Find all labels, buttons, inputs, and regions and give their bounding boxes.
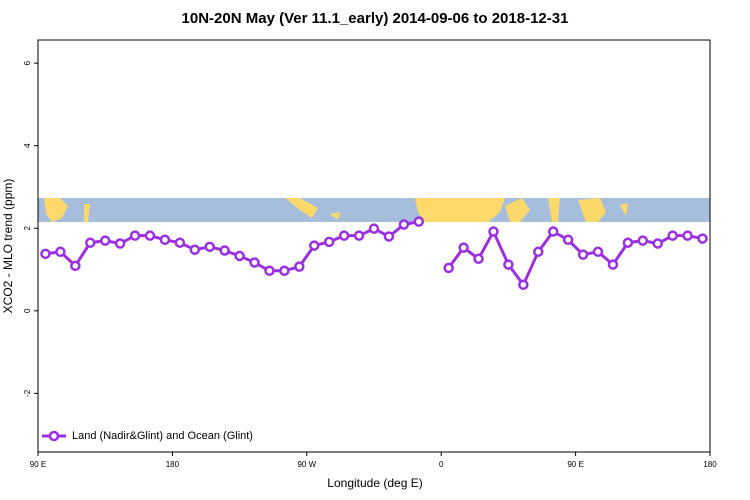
data-point — [279, 265, 290, 277]
data-point — [219, 245, 230, 256]
data-point — [592, 246, 604, 258]
data-point — [413, 216, 425, 227]
data-point — [488, 226, 499, 237]
data-line — [45, 220, 420, 273]
data-point — [338, 230, 350, 241]
data-point — [503, 259, 514, 270]
data-point — [697, 233, 708, 244]
legend-label: Land (Nadir&Glint) and Ocean (Glint) — [72, 430, 253, 442]
data-point — [577, 249, 589, 260]
data-point — [562, 234, 574, 246]
data-point — [249, 257, 260, 268]
y-tick-label: 4 — [23, 143, 32, 148]
data-point — [383, 231, 395, 242]
data-point — [667, 230, 678, 241]
data-point — [518, 279, 529, 291]
y-tick-label: 0 — [23, 308, 32, 313]
data-point — [547, 226, 559, 237]
data-point — [473, 253, 484, 265]
data-point — [189, 244, 201, 255]
x-tick-label: 180 — [703, 460, 717, 469]
data-point — [294, 261, 305, 272]
data-point — [622, 237, 634, 248]
data-point — [264, 265, 275, 277]
data-point — [398, 219, 410, 230]
x-tick-label: 90 E — [567, 460, 583, 469]
data-point — [533, 246, 544, 258]
data-point — [99, 235, 111, 246]
data-point — [323, 236, 335, 248]
data-point — [368, 223, 380, 234]
y-tick-label: 2 — [23, 225, 32, 230]
data-point — [70, 260, 81, 272]
data-point — [234, 250, 245, 262]
x-tick-label: 180 — [166, 460, 180, 469]
data-point — [114, 238, 126, 249]
data-point — [144, 230, 156, 241]
data-point — [607, 259, 619, 270]
legend-marker — [48, 430, 60, 442]
data-point — [443, 262, 454, 274]
data-point — [309, 240, 320, 251]
x-axis-label: Longitude (deg E) — [327, 476, 422, 490]
x-tick-label: 0 — [439, 460, 444, 469]
x-tick-label: 90 E — [30, 460, 46, 469]
y-axis-label: XCO2 - MLO trend (ppm) — [1, 179, 15, 314]
y-tick-label: -2 — [23, 389, 32, 397]
data-point — [652, 238, 663, 249]
data-point — [55, 246, 66, 258]
data-point — [129, 230, 141, 241]
data-point — [204, 241, 215, 253]
y-tick-label: 6 — [23, 60, 32, 65]
data-point — [458, 242, 469, 253]
legend: Land (Nadir&Glint) and Ocean (Glint) — [42, 430, 253, 442]
x-tick-label: 90 W — [297, 460, 316, 469]
data-point — [40, 248, 51, 260]
data-point — [682, 230, 693, 241]
data-point — [353, 230, 365, 241]
plot-frame — [37, 39, 711, 453]
data-point — [637, 235, 649, 246]
data-point — [174, 237, 186, 248]
data-point — [159, 234, 171, 246]
data-line — [447, 228, 703, 288]
chart-title: 10N-20N May (Ver 11.1_early) 2014-09-06 … — [182, 10, 569, 27]
map-strip — [38, 198, 710, 222]
data-point — [85, 237, 96, 248]
